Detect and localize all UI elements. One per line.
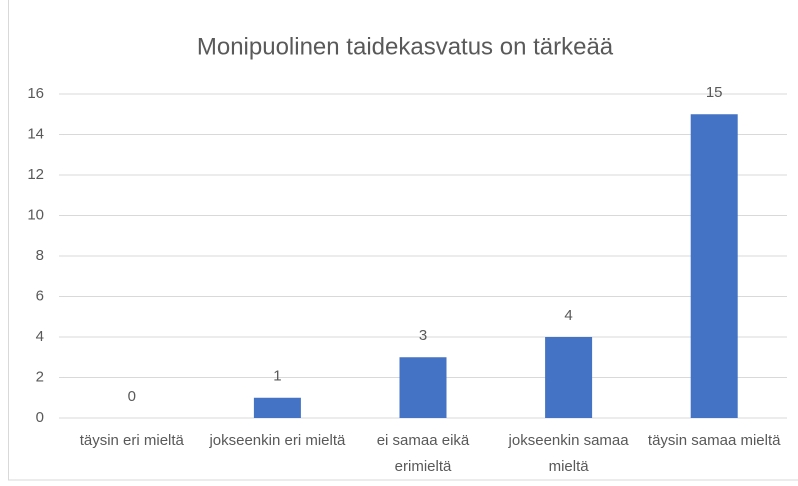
data-label: 0 [128, 388, 136, 405]
data-label: 3 [419, 327, 427, 344]
x-tick-label: täysin samaa mieltä [647, 432, 781, 449]
y-tick-label: 6 [36, 287, 44, 304]
y-tick-label: 0 [36, 409, 44, 426]
bar [545, 337, 593, 418]
chart-title: Monipuolinen taidekasvatus on tärkeää [197, 33, 614, 60]
bar [399, 357, 447, 418]
data-label: 1 [273, 368, 281, 385]
y-tick-label: 10 [27, 206, 44, 223]
y-tick-label: 4 [36, 328, 44, 345]
data-label: 4 [564, 307, 572, 324]
bar [253, 397, 301, 418]
y-tick-label: 8 [36, 247, 44, 264]
data-label: 15 [706, 84, 723, 101]
y-tick-label: 12 [27, 166, 44, 183]
x-tick-label: ei samaa eikä erimieltä [376, 432, 470, 475]
y-tick-label: 2 [36, 368, 44, 385]
y-tick-label: 16 [27, 85, 44, 102]
x-tick-label: täysin eri mieltä [79, 432, 184, 449]
x-tick-label: jokseenkin eri mieltä [209, 432, 346, 449]
bar [690, 114, 738, 418]
chart-border [8, 0, 798, 481]
x-tick-label: jokseenkin samaa mieltä [508, 432, 629, 475]
y-tick-label: 14 [27, 125, 44, 142]
